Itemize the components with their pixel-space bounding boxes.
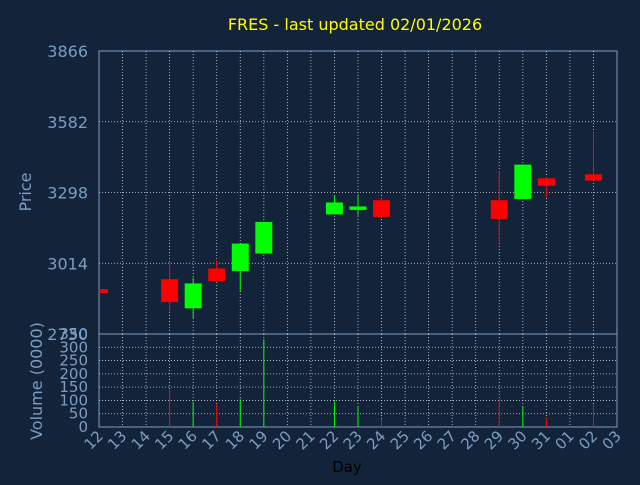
x-tick-label: 24 (363, 427, 389, 453)
x-tick-label: 29 (481, 427, 507, 453)
x-tick-label: 14 (128, 427, 154, 453)
x-tick-label: 31 (528, 427, 554, 453)
x-tick-label: 17 (198, 427, 224, 453)
x-tick-label: 13 (104, 427, 130, 453)
x-tick-label: 23 (340, 427, 366, 453)
x-tick-label: 02 (575, 427, 601, 453)
price-y-axis-label: Price (16, 172, 35, 211)
price-y-tick-label: 3014 (47, 254, 88, 273)
x-tick-label: 18 (222, 427, 248, 453)
volume-y-tick-label: 0 (78, 418, 88, 436)
x-tick-label: 25 (387, 427, 413, 453)
x-tick-label: 20 (269, 427, 295, 453)
candle-body (208, 268, 226, 281)
candle-body (349, 206, 367, 210)
x-axis-ticks: 1213141516171819202122232425262728293031… (81, 427, 625, 453)
price-y-tick-label: 3582 (47, 113, 88, 132)
candle-body (161, 279, 179, 303)
volume-y-tick-label: 50 (69, 405, 88, 423)
price-y-tick-label: 3866 (47, 42, 88, 61)
candle-body (373, 200, 391, 217)
x-axis-label: Day (332, 458, 362, 476)
volume-y-tick-label: 250 (59, 352, 88, 370)
x-tick-label: 19 (245, 427, 271, 453)
candle-body (231, 243, 249, 271)
volume-y-tick-label: 300 (59, 338, 88, 356)
price-y-tick-label: 2730 (47, 325, 88, 344)
volume-y-tick-label: 100 (59, 391, 88, 409)
candle-body (537, 178, 555, 186)
volume-bars (169, 339, 594, 427)
candle-body (184, 283, 202, 309)
volume-y-tick-label: 200 (59, 365, 88, 383)
candle-body (584, 174, 602, 181)
x-tick-label: 28 (457, 427, 483, 453)
x-tick-label: 21 (293, 427, 319, 453)
chart-title: FRES - last updated 02/01/2026 (228, 15, 482, 34)
candle-body (490, 200, 508, 219)
x-tick-label: 27 (434, 427, 460, 453)
x-tick-label: 26 (410, 427, 436, 453)
x-tick-label: 16 (175, 427, 201, 453)
price-y-ticks: 2730 3014 3298 3582 3866 (47, 42, 88, 344)
candles (99, 131, 602, 319)
x-tick-label: 15 (151, 427, 177, 453)
volume-y-axis-label: Volume (0000) (27, 322, 46, 440)
price-y-tick-label: 3298 (47, 184, 88, 203)
candle-body (99, 289, 108, 293)
volume-y-tick-label: 150 (59, 378, 88, 396)
x-tick-label: 30 (504, 427, 530, 453)
price-panel: 2730 3014 3298 3582 3866 (47, 42, 618, 344)
x-tick-label: 01 (552, 427, 578, 453)
candle-body (514, 164, 532, 199)
candle-body (255, 221, 273, 254)
x-tick-label: 22 (316, 427, 342, 453)
candle-body (325, 202, 343, 215)
volume-y-tick-label: 350 (59, 325, 88, 343)
x-tick-label: 03 (599, 427, 625, 453)
